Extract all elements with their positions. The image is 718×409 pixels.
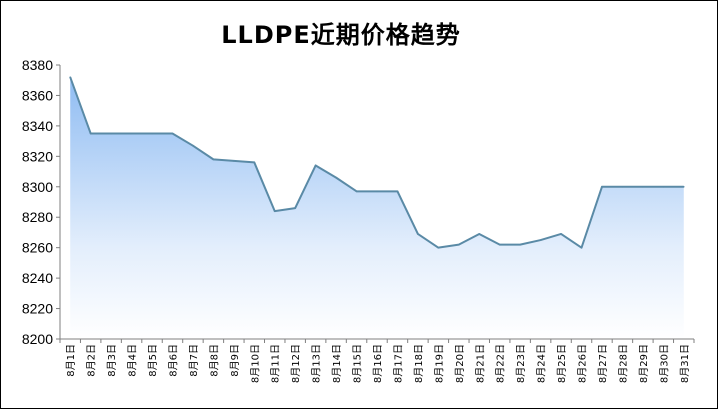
x-tick-label: 8月21日	[474, 344, 486, 383]
x-tick-label: 8月23日	[515, 344, 527, 383]
data-point	[376, 190, 378, 193]
data-point	[682, 185, 685, 188]
data-point	[662, 185, 665, 188]
data-point	[458, 243, 460, 246]
y-tick-label: 8340	[22, 118, 53, 134]
x-tick-label: 8月27日	[597, 344, 609, 383]
data-point	[560, 233, 562, 235]
x-tick-label: 8月30日	[658, 344, 670, 383]
data-point	[151, 132, 153, 135]
x-tick-label: 8月31日	[679, 344, 691, 383]
data-point	[417, 233, 419, 235]
y-tick-label: 8300	[22, 179, 53, 195]
chart-title: LLDPE近期价格趋势	[221, 21, 461, 49]
data-point	[478, 233, 481, 235]
y-tick-label: 8200	[22, 331, 53, 347]
x-tick-label: 8月28日	[617, 344, 629, 383]
x-tick-label: 8月11日	[270, 344, 282, 383]
data-point	[294, 207, 296, 209]
data-point	[580, 246, 583, 249]
y-tick-label: 8240	[22, 270, 53, 286]
x-tick-label: 8月7日	[188, 344, 200, 377]
x-tick-label: 8月16日	[372, 344, 384, 383]
x-tick-label: 8月8日	[208, 344, 220, 377]
area-fill	[70, 77, 684, 340]
data-point	[335, 176, 337, 179]
data-point	[192, 144, 194, 147]
data-point	[314, 164, 317, 167]
x-tick-label: 8月25日	[556, 344, 568, 383]
x-tick-label: 8月29日	[638, 344, 650, 383]
data-point	[601, 185, 603, 188]
x-tick-label: 8月6日	[167, 344, 179, 377]
x-tick-label: 8月12日	[290, 344, 302, 383]
y-tick-label: 8360	[22, 87, 53, 103]
data-point	[253, 161, 256, 164]
data-point	[212, 158, 215, 161]
x-tick-label: 8月9日	[229, 344, 241, 377]
x-tick-label: 8月1日	[65, 344, 77, 377]
x-tick-label: 8月15日	[352, 344, 364, 383]
data-point	[273, 210, 276, 212]
data-point	[437, 246, 440, 249]
x-tick-label: 8月5日	[147, 344, 159, 377]
data-point	[89, 132, 92, 135]
data-point	[642, 185, 644, 188]
x-tick-label: 8月22日	[495, 344, 507, 383]
x-tick-label: 8月2日	[86, 344, 98, 377]
data-point	[621, 185, 624, 188]
x-tick-label: 8月20日	[454, 344, 466, 383]
x-tick-label: 8月26日	[577, 344, 589, 383]
data-point	[110, 132, 112, 135]
data-point	[233, 160, 235, 162]
y-tick-label: 8220	[22, 301, 53, 317]
data-point	[355, 190, 358, 193]
y-tick-label: 8380	[22, 57, 53, 73]
x-tick-label: 8月24日	[536, 344, 548, 383]
data-point	[498, 243, 501, 246]
data-point	[539, 239, 542, 241]
y-tick-label: 8320	[22, 148, 53, 164]
data-point	[171, 132, 174, 135]
x-tick-label: 8月17日	[392, 344, 404, 383]
x-tick-label: 8月3日	[106, 344, 118, 377]
x-tick-label: 8月18日	[413, 344, 425, 383]
x-tick-label: 8月14日	[331, 344, 343, 383]
data-point	[396, 190, 399, 193]
data-point	[519, 243, 521, 246]
x-tick-label: 8月4日	[127, 344, 139, 377]
data-point	[130, 132, 133, 135]
y-tick-label: 8260	[22, 240, 53, 256]
x-tick-label: 8月10日	[249, 344, 261, 383]
y-tick-label: 8280	[22, 209, 53, 225]
data-point	[69, 76, 72, 78]
x-tick-label: 8月19日	[433, 344, 445, 383]
x-tick-label: 8月13日	[311, 344, 323, 383]
